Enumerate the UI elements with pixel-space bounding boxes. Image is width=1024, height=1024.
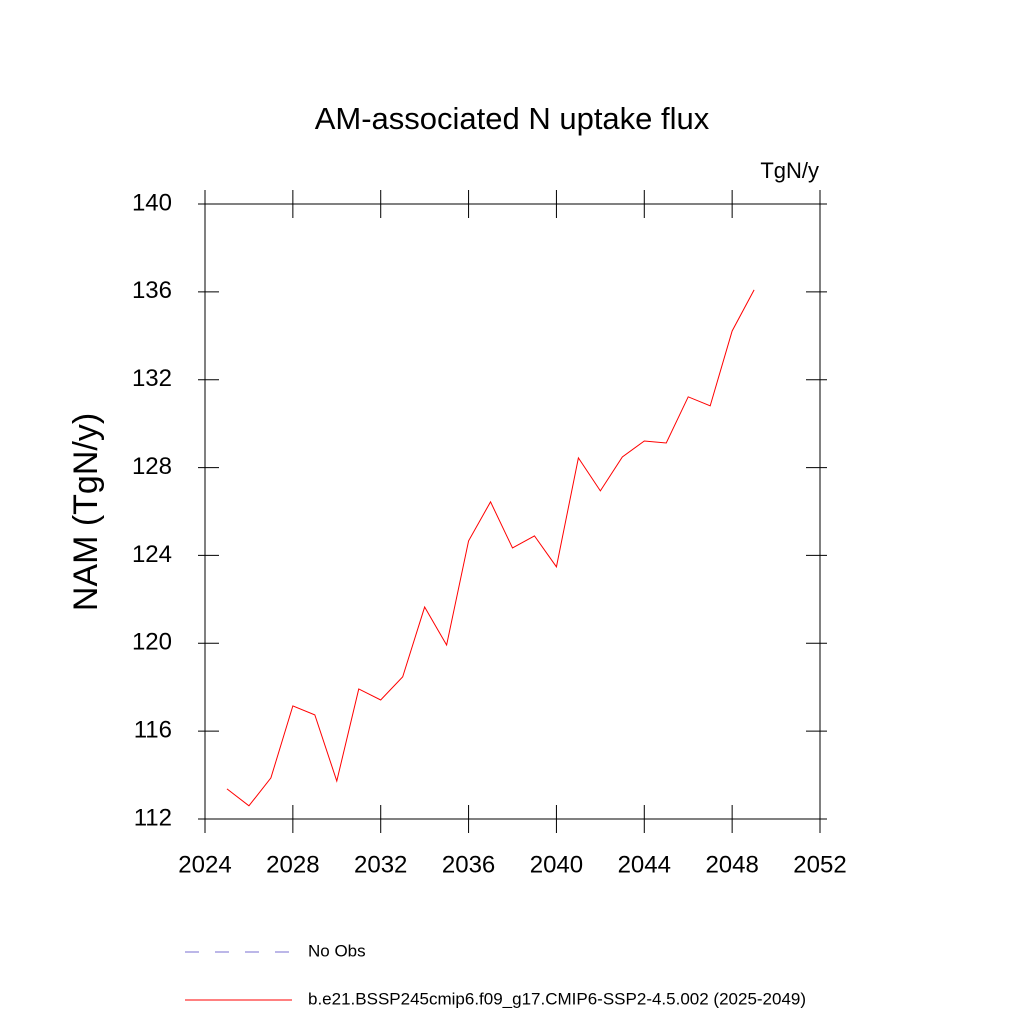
y-tick-label: 116 [134, 716, 172, 743]
x-tick-label: 2048 [705, 851, 758, 878]
legend-label: b.e21.BSSP245cmip6.f09_g17.CMIP6-SSP2-4.… [308, 989, 806, 1008]
y-tick-label: 120 [132, 629, 172, 656]
y-tick-label: 136 [132, 277, 172, 304]
x-tick-label: 2032 [354, 851, 407, 878]
legend-label: No Obs [308, 941, 366, 960]
plot-frame [204, 203, 821, 820]
x-tick-label: 2040 [530, 851, 583, 878]
x-tick-label: 2036 [442, 851, 495, 878]
chart-title: AM-associated N uptake flux [315, 101, 710, 136]
data-line [226, 289, 755, 807]
units-label: TgN/y [760, 158, 819, 183]
y-axis-label: NAM (TgN/y) [67, 413, 105, 611]
y-tick-label: 124 [132, 541, 172, 568]
x-tick-label: 2024 [178, 851, 231, 878]
y-tick-label: 112 [134, 804, 172, 831]
y-tick-label: 132 [132, 365, 172, 392]
x-tick-label: 2028 [266, 851, 319, 878]
y-tick-label: 140 [132, 189, 172, 216]
x-tick-label: 2052 [793, 851, 846, 878]
y-tick-label: 128 [132, 453, 172, 480]
x-tick-label: 2044 [618, 851, 671, 878]
